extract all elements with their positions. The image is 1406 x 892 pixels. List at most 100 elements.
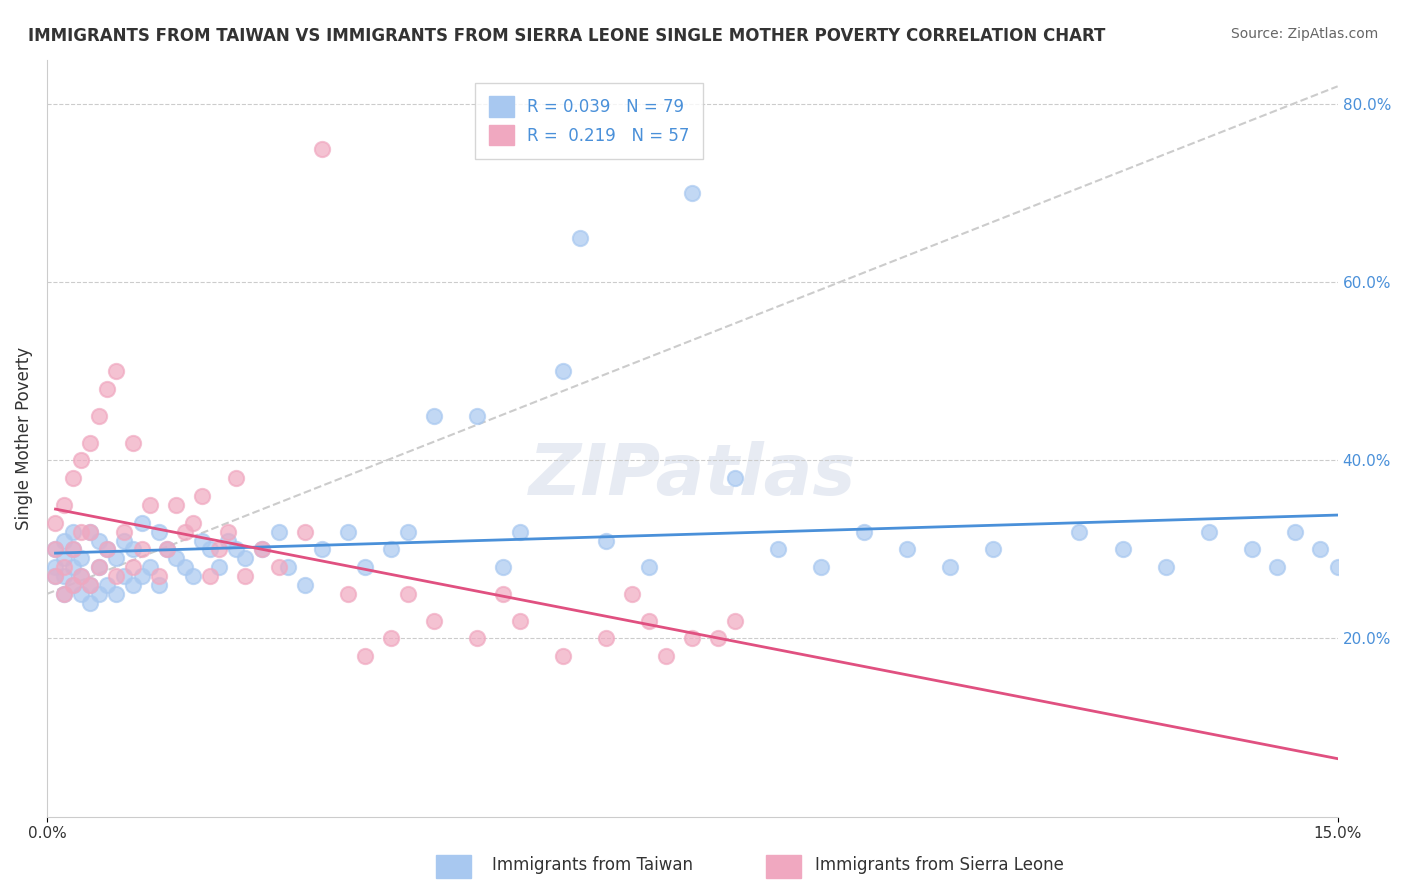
Point [233, 551, 256, 566]
Y-axis label: Single Mother Poverty: Single Mother Poverty [15, 346, 32, 530]
Point [112, 569, 135, 583]
Point [225, 542, 247, 557]
Point [112, 524, 135, 539]
Point [87, 409, 110, 423]
Point [44, 542, 66, 557]
Point [208, 542, 231, 557]
Point [87, 587, 110, 601]
Point [354, 560, 377, 574]
Point [131, 569, 153, 583]
Point [79, 524, 101, 539]
Point [1284, 524, 1306, 539]
Point [44, 542, 66, 557]
Point [553, 649, 575, 664]
Point [1198, 524, 1220, 539]
Point [148, 524, 170, 539]
Point [724, 471, 747, 485]
Point [62, 471, 84, 485]
Point [122, 560, 145, 574]
Point [1267, 560, 1289, 574]
Point [79, 578, 101, 592]
Point [380, 632, 402, 646]
Point [465, 632, 488, 646]
Point [595, 632, 617, 646]
Point [44, 560, 66, 574]
Point [492, 587, 515, 601]
Point [62, 578, 84, 592]
Point [122, 578, 145, 592]
Point [70, 587, 93, 601]
Text: ZIPatlas: ZIPatlas [529, 442, 856, 510]
Legend: R = 0.039   N = 79, R =  0.219   N = 57: R = 0.039 N = 79, R = 0.219 N = 57 [475, 83, 703, 159]
Point [53, 587, 76, 601]
Point [225, 471, 247, 485]
Point [396, 587, 419, 601]
Point [250, 542, 273, 557]
Point [165, 551, 187, 566]
Point [148, 578, 170, 592]
Point [269, 524, 291, 539]
Point [156, 542, 179, 557]
Point [250, 542, 273, 557]
Point [62, 524, 84, 539]
Point [200, 542, 222, 557]
Point [122, 542, 145, 557]
Point [423, 409, 446, 423]
Point [173, 560, 195, 574]
Point [465, 409, 488, 423]
Point [311, 142, 333, 156]
Point [311, 542, 333, 557]
Point [87, 533, 110, 548]
Point [337, 587, 360, 601]
Text: Immigrants from Sierra Leone: Immigrants from Sierra Leone [815, 856, 1064, 874]
Text: Immigrants from Taiwan: Immigrants from Taiwan [492, 856, 693, 874]
Point [1069, 524, 1091, 539]
Point [621, 587, 644, 601]
Point [638, 614, 661, 628]
Point [44, 569, 66, 583]
Point [681, 632, 703, 646]
Point [1369, 542, 1392, 557]
Point [156, 542, 179, 557]
Point [337, 524, 360, 539]
Point [768, 542, 790, 557]
Point [1240, 542, 1263, 557]
Point [104, 587, 127, 601]
Point [681, 186, 703, 201]
Point [294, 524, 316, 539]
Point [181, 516, 204, 530]
Point [87, 560, 110, 574]
Point [1344, 524, 1367, 539]
Point [53, 560, 76, 574]
Point [70, 453, 93, 467]
Point [44, 516, 66, 530]
Point [70, 524, 93, 539]
Point [396, 524, 419, 539]
Point [96, 578, 118, 592]
Point [87, 560, 110, 574]
Point [423, 614, 446, 628]
Point [53, 569, 76, 583]
Point [509, 524, 531, 539]
Point [939, 560, 962, 574]
Point [277, 560, 299, 574]
Point [70, 569, 93, 583]
Point [638, 560, 661, 574]
Point [191, 489, 214, 503]
Point [131, 516, 153, 530]
Point [79, 435, 101, 450]
Point [569, 230, 592, 244]
Point [380, 542, 402, 557]
Text: Source: ZipAtlas.com: Source: ZipAtlas.com [1230, 27, 1378, 41]
Point [104, 364, 127, 378]
Point [96, 542, 118, 557]
Point [1111, 542, 1133, 557]
Point [217, 524, 239, 539]
Point [79, 596, 101, 610]
Point [96, 382, 118, 396]
Point [200, 569, 222, 583]
Point [139, 560, 162, 574]
Point [62, 578, 84, 592]
Point [983, 542, 1005, 557]
Point [655, 649, 678, 664]
